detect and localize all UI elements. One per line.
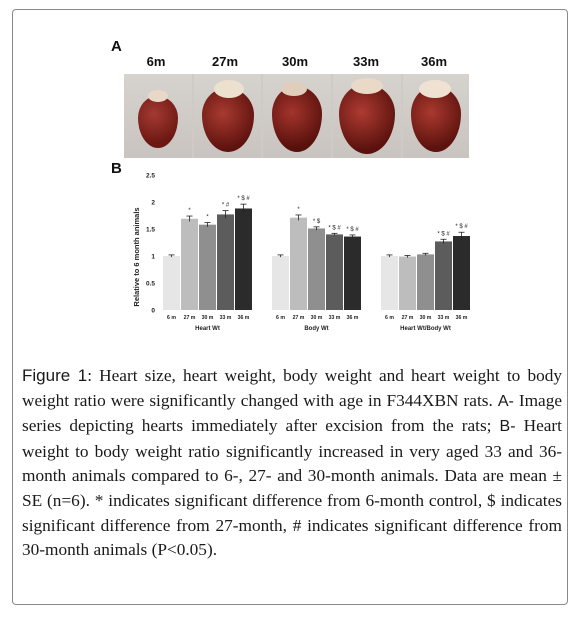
bar	[163, 256, 180, 310]
caption-intro: : Heart size, heart weight, body weight …	[22, 366, 563, 410]
category-label: 27 m	[293, 315, 305, 321]
category-label: 33 m	[438, 315, 450, 321]
heart-photo-30m	[263, 74, 331, 158]
category-label: 36 m	[456, 315, 468, 321]
significance-label: * $ #	[455, 224, 468, 230]
heart-photo-33m	[333, 74, 401, 158]
age-label-33m: 33m	[352, 54, 380, 69]
bar	[235, 208, 252, 310]
bar-series: 6 m * 27 m * 30 m * # 33 m * $ # 36 m Heart Wt 6 m…	[163, 196, 470, 332]
panel-b-letter: B	[111, 160, 122, 177]
category-label: 30 m	[202, 315, 214, 321]
group-label: Heart Wt	[195, 326, 220, 332]
significance-label: * $	[313, 219, 321, 225]
bar	[272, 256, 289, 310]
figure-caption: Figure 1: Heart size, heart weight, body…	[22, 364, 562, 563]
panel-a-letter: A	[111, 38, 122, 55]
significance-label: * #	[222, 203, 230, 209]
bar	[344, 236, 361, 310]
category-label: 6 m	[276, 315, 285, 321]
bar	[199, 224, 216, 310]
y-axis-label: Relative to 6 month animals	[132, 207, 141, 306]
heart-photo-36m	[403, 74, 469, 158]
significance-label: * $ #	[328, 225, 341, 231]
age-label-30m: 30m	[281, 54, 309, 69]
significance-label: * $ #	[437, 231, 450, 237]
group-label: Heart Wt/Body Wt	[400, 326, 451, 332]
category-label: 36 m	[347, 315, 359, 321]
bar	[290, 217, 307, 310]
heart-photo-27m	[194, 74, 261, 158]
y-tick-label: 1	[151, 254, 155, 261]
significance-label: *	[206, 215, 209, 221]
category-label: 6 m	[385, 315, 394, 321]
age-label-36m: 36m	[420, 54, 448, 69]
category-label: 30 m	[420, 315, 432, 321]
category-label: 36 m	[238, 315, 250, 321]
bar	[217, 214, 234, 310]
caption-b-text: Heart weight to body weight ratio signif…	[22, 416, 562, 560]
heart-photo-6m	[124, 74, 192, 158]
significance-label: * $ #	[346, 227, 359, 233]
category-label: 27 m	[184, 315, 196, 321]
caption-b-label: B-	[499, 418, 516, 436]
y-tick-label: 2	[151, 200, 155, 207]
bar	[381, 256, 398, 310]
category-label: 33 m	[329, 315, 341, 321]
category-label: 6 m	[167, 315, 176, 321]
category-label: 27 m	[402, 315, 414, 321]
bar	[181, 218, 198, 310]
bar	[435, 241, 452, 310]
category-label: 33 m	[220, 315, 232, 321]
heart-photo-strip	[124, 74, 469, 158]
bar-chart: Relative to 6 month animals 0 0.5 1 1.5 2 2.5…	[132, 173, 470, 332]
bar	[417, 254, 434, 310]
significance-label: * $ #	[237, 196, 250, 202]
bar	[326, 234, 343, 310]
age-label-27m: 27m	[211, 54, 239, 69]
age-label-6m: 6m	[146, 54, 166, 69]
bar	[308, 228, 325, 310]
bar	[399, 256, 416, 310]
y-tick-label: 2.5	[146, 173, 155, 180]
y-tick-label: 1.5	[146, 227, 155, 234]
category-label: 30 m	[311, 315, 323, 321]
bar	[453, 236, 470, 310]
y-tick-label: 0.5	[146, 281, 155, 288]
group-label: Body Wt	[304, 326, 328, 332]
caption-figure-label: Figure 1	[22, 366, 88, 385]
y-tick-label: 0	[151, 308, 155, 315]
caption-a-text: Image series depicting hearts immediatel…	[22, 390, 563, 436]
significance-label: *	[188, 208, 191, 214]
caption-a-label: A-	[497, 392, 514, 410]
significance-label: *	[297, 207, 300, 213]
y-axis-ticks: 0 0.5 1 1.5 2 2.5	[146, 173, 155, 315]
